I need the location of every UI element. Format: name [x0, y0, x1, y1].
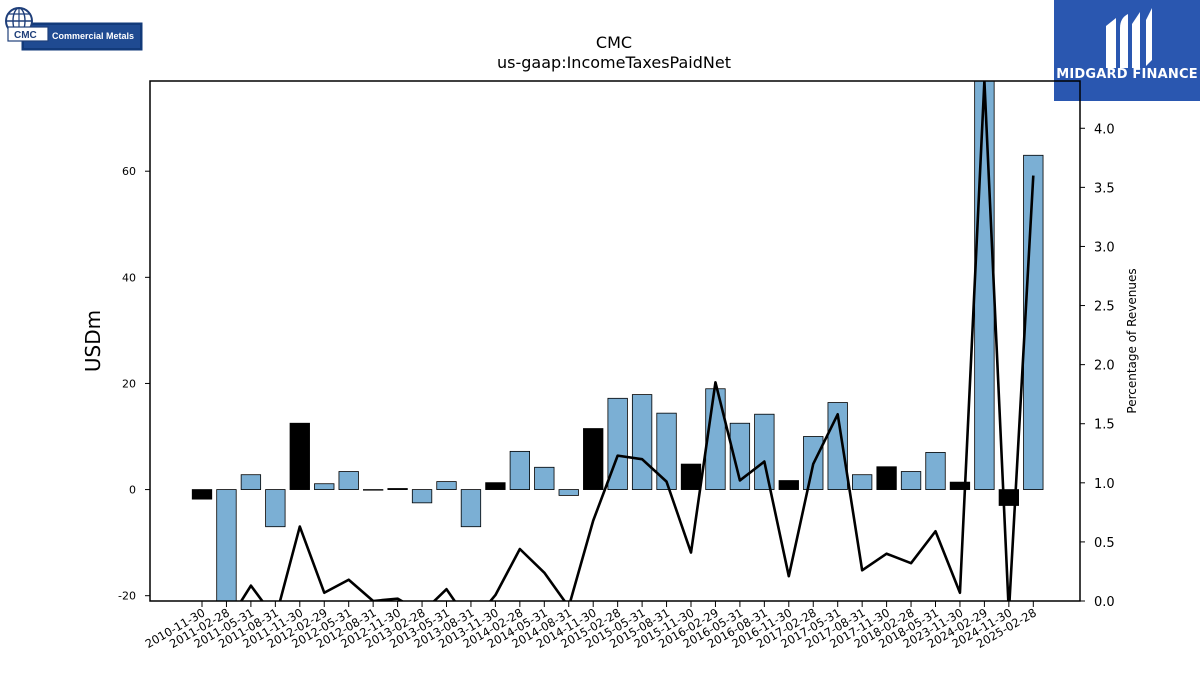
y2-tick-label: 1.5: [1094, 418, 1115, 433]
y-tick-label: 20: [122, 377, 136, 390]
bar-2017-08-31: [852, 474, 873, 490]
y2-axis: 0.0 0.5 1.0 1.5 2.0 2.5 3.0 3.5 4.0: [1080, 122, 1115, 610]
y-axis: -20 0 20 40 60: [118, 165, 150, 603]
bar-2013-02-28: [411, 489, 433, 504]
y2-tick-label: 3.0: [1094, 240, 1115, 255]
bar-2013-11-30: [485, 482, 506, 490]
chart-subtitle: us-gaap:IncomeTaxesPaidNet: [497, 53, 731, 72]
y2-tick-label: 1.0: [1094, 477, 1115, 492]
y2-tick-label: 0.0: [1094, 595, 1115, 610]
bar-2014-02-28: [509, 450, 531, 490]
logo-company-name: Commercial Metals: [52, 31, 135, 41]
y-tick-label: 60: [122, 165, 136, 178]
y2-tick-label: 0.5: [1094, 536, 1115, 551]
y-axis-label: USDm: [81, 310, 105, 372]
bar-2012-02-29: [314, 483, 335, 490]
bar-2015-08-31: [656, 412, 677, 490]
x-axis: 2010-11-302011-02-282011-05-312011-08-31…: [143, 601, 1039, 651]
bar-2011-05-31: [240, 474, 262, 490]
bar-2023-11-30: [949, 481, 971, 490]
bar-2011-08-31: [265, 489, 286, 528]
y2-tick-label: 2.5: [1094, 300, 1115, 315]
bar-2016-05-31: [729, 422, 751, 490]
y2-axis-label: Percentage of Revenues: [1125, 268, 1139, 413]
bar-2011-11-30: [289, 422, 310, 490]
commercial-metals-logo: CMC Commercial Metals: [4, 6, 144, 52]
line-group: [239, 81, 1035, 601]
bar-2010-11-30: [191, 489, 213, 500]
midgard-finance-name: MIDGARD FINANCE: [1056, 67, 1198, 82]
bars-group: [191, 81, 1044, 601]
globe-icon: [5, 7, 143, 51]
bar-2016-02-29: [705, 388, 726, 490]
midgard-finance-logo: MIDGARD FINANCE: [1054, 0, 1200, 101]
bar-2011-02-28: [216, 489, 237, 601]
y-tick-label: 0: [129, 484, 136, 497]
bar-2015-11-30: [680, 463, 702, 490]
chart-title: CMC: [596, 33, 632, 52]
bar-2016-08-31: [754, 413, 775, 490]
bar-2012-05-31: [338, 471, 359, 490]
bar-2013-05-31: [436, 481, 457, 490]
bar-2016-11-30: [778, 480, 799, 490]
midgard-emblem-icon: [1106, 8, 1152, 68]
y2-tick-label: 2.0: [1094, 359, 1115, 374]
logo-badge-text: CMC: [14, 30, 37, 41]
y-tick-label: -20: [118, 590, 136, 603]
bar-2017-11-30: [876, 466, 897, 490]
revenue-percentage-line: [239, 81, 1035, 601]
plot-frame: [149, 80, 1081, 602]
bar-2024-02-29: [974, 81, 995, 490]
bar-2018-05-31: [925, 452, 946, 490]
y2-tick-label: 4.0: [1094, 122, 1115, 137]
bar-2025-02-28: [1023, 154, 1044, 490]
bar-2014-11-30: [583, 428, 604, 490]
bar-2014-08-31: [558, 489, 579, 496]
bar-2018-02-28: [900, 471, 922, 490]
bar-2013-08-31: [460, 489, 482, 528]
bar-2012-08-31: [362, 489, 384, 491]
bar-2015-05-31: [631, 394, 653, 490]
bar-2012-11-30: [387, 488, 408, 490]
bar-2014-05-31: [534, 466, 555, 490]
y-tick-label: 40: [122, 271, 136, 284]
y2-tick-label: 3.5: [1094, 181, 1115, 196]
